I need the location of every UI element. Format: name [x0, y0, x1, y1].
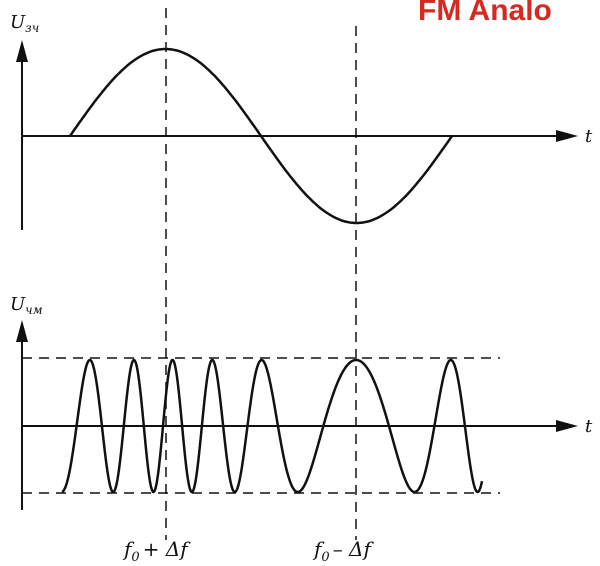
top-x-label: t: [585, 126, 593, 147]
top-y-label: Uзч: [10, 12, 39, 35]
figure-title: FM Analo: [418, 0, 552, 27]
top-plot: Uзч t: [10, 8, 593, 540]
bottom-y-arrow: [16, 320, 28, 342]
marker-label-f0-minus-df: f0– Δf: [312, 537, 374, 565]
bottom-x-label: t: [585, 416, 593, 437]
top-y-arrow: [16, 40, 28, 62]
bottom-x-arrow: [556, 420, 578, 432]
marker-label-f0-plus-df: f0 + Δf: [122, 537, 191, 565]
fm-carrier-wave: [61, 358, 484, 494]
bottom-plot: Uчм t: [10, 294, 593, 510]
modulating-sine-wave: [68, 47, 454, 225]
bottom-y-label: Uчм: [10, 294, 43, 317]
top-x-arrow: [556, 130, 578, 142]
